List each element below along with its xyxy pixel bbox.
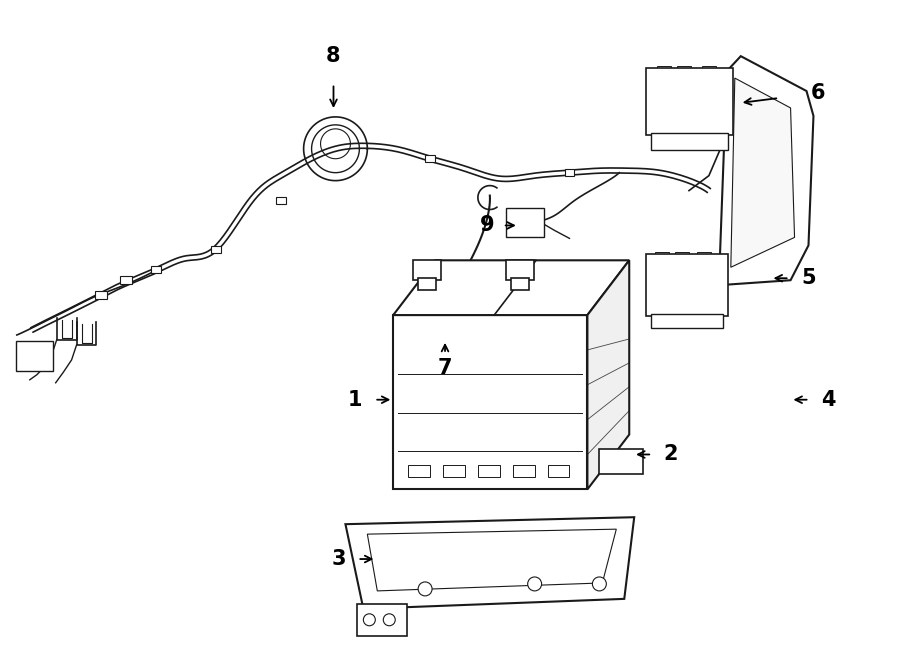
Bar [702,66,716,74]
Circle shape [418,582,432,596]
Polygon shape [367,529,616,591]
Text: 9: 9 [480,215,494,236]
Circle shape [527,577,542,591]
Polygon shape [719,56,814,285]
Bar [506,260,534,280]
Bar [677,66,691,74]
FancyBboxPatch shape [652,314,723,328]
FancyBboxPatch shape [599,448,643,475]
Bar [443,465,465,477]
Bar [425,155,435,162]
Bar [95,291,107,299]
Bar [564,169,574,175]
Bar [393,315,588,489]
Circle shape [364,614,375,626]
Bar [657,66,671,74]
Bar [675,252,689,260]
Text: 4: 4 [821,390,836,410]
Circle shape [383,614,395,626]
Bar [513,465,535,477]
Bar [418,278,436,290]
Bar [655,252,669,260]
Polygon shape [393,260,629,315]
Bar [211,246,221,254]
Bar [121,276,132,284]
Polygon shape [346,517,634,609]
Bar [478,465,500,477]
FancyBboxPatch shape [646,254,728,316]
Text: 8: 8 [326,46,341,66]
Bar [409,465,430,477]
FancyBboxPatch shape [646,68,733,135]
Text: 2: 2 [664,444,679,465]
Text: 6: 6 [811,83,825,103]
Bar [413,260,440,280]
Text: 5: 5 [801,268,815,288]
Bar [697,252,711,260]
FancyBboxPatch shape [652,133,728,150]
Text: 3: 3 [331,549,346,569]
Text: 7: 7 [437,358,453,378]
Bar [511,278,529,290]
Bar [547,465,570,477]
Text: 1: 1 [348,390,363,410]
Bar [275,197,285,203]
Circle shape [592,577,607,591]
Polygon shape [588,260,629,489]
Polygon shape [731,78,795,267]
FancyBboxPatch shape [16,341,53,371]
FancyBboxPatch shape [506,207,544,238]
Bar [357,604,407,636]
Bar [151,266,161,273]
